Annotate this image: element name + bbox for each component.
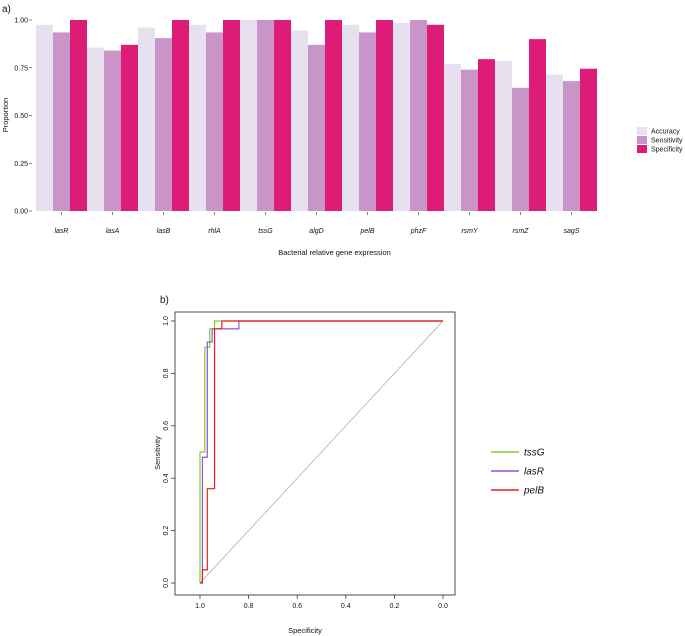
bar-sensitivity-sagS bbox=[563, 81, 580, 212]
roc-curves bbox=[199, 320, 443, 584]
bar-accuracy-phzF bbox=[393, 22, 410, 211]
bar-y-tick-label: 0.00 bbox=[14, 209, 28, 216]
legend-label-sensitivity: Sensitivity bbox=[651, 138, 683, 145]
category-label-lasR: lasR bbox=[54, 228, 68, 235]
bar-specificity-pelB bbox=[376, 20, 393, 211]
bar-specificity-lasA bbox=[121, 44, 138, 211]
roc-legend-label-tssG: tssG bbox=[524, 448, 545, 459]
bar-accuracy-rsmZ bbox=[495, 61, 512, 211]
bar-sensitivity-phzF bbox=[410, 20, 427, 211]
bar-y-tick-label: 0.25 bbox=[14, 161, 28, 168]
category-label-rsmZ: rsmZ bbox=[513, 228, 530, 235]
bar-y-tick-label: 0.75 bbox=[14, 65, 28, 72]
bar-specificity-lasR bbox=[70, 20, 87, 211]
bar-sensitivity-tssG bbox=[257, 20, 274, 211]
bar-y-tick-label: 1.00 bbox=[14, 18, 28, 25]
legend-label-specificity: Specificity bbox=[651, 147, 683, 154]
roc-curve-pelB bbox=[200, 320, 443, 584]
bar-specificity-rsmY bbox=[478, 59, 495, 211]
bar-chart-bars bbox=[36, 20, 597, 212]
bar-specificity-rsmZ bbox=[529, 39, 546, 211]
roc-x-ticks: 1.0 0.8 0.6 0.4 0.2 0.0 bbox=[195, 595, 448, 610]
bar-accuracy-pelB bbox=[342, 24, 359, 212]
bar-specificity-lasB bbox=[172, 20, 189, 211]
roc-x-tick-label: 0.8 bbox=[244, 603, 254, 610]
bar-chart-category-labels: lasR lasA lasB rhlA tssG algD pelB phzF rsmY rsmZ… bbox=[54, 212, 580, 235]
legend-swatch-accuracy bbox=[637, 127, 647, 135]
roc-plot-frame bbox=[174, 311, 456, 596]
category-label-rsmY: rsmY bbox=[461, 228, 479, 235]
category-label-pelB: pelB bbox=[359, 228, 374, 235]
category-label-sagS: sagS bbox=[564, 228, 580, 235]
bar-chart-y-axis-title: Proportion bbox=[1, 98, 10, 133]
category-label-phzF: phzF bbox=[410, 228, 427, 235]
bar-accuracy-algD bbox=[291, 30, 308, 211]
bar-accuracy-rhlA bbox=[189, 24, 206, 212]
roc-x-tick-label: 0.4 bbox=[341, 603, 351, 610]
bar-chart-panel: a) Proportion Bacterial relative gene ex… bbox=[1, 4, 683, 257]
roc-x-tick-label: 0.6 bbox=[292, 603, 302, 610]
bar-sensitivity-lasR bbox=[53, 32, 70, 211]
roc-x-tick-label: 0.2 bbox=[390, 603, 400, 610]
bar-sensitivity-algD bbox=[308, 44, 325, 211]
roc-x-tick-label: 0.0 bbox=[438, 603, 448, 610]
bar-chart-legend: Accuracy Sensitivity Specificity bbox=[637, 127, 683, 154]
roc-x-tick-label: 1.0 bbox=[195, 603, 205, 610]
category-label-lasB: lasB bbox=[157, 228, 171, 235]
bar-chart-x-axis-title: Bacterial relative gene expression bbox=[278, 248, 391, 257]
bar-accuracy-rsmY bbox=[444, 63, 461, 212]
legend-swatch-specificity bbox=[637, 145, 647, 153]
panel-label-a: a) bbox=[2, 4, 11, 15]
bar-accuracy-lasB bbox=[138, 27, 155, 211]
roc-y-tick-label: 0.0 bbox=[163, 578, 170, 588]
roc-x-axis-title: Specificity bbox=[288, 626, 322, 635]
bar-accuracy-lasA bbox=[87, 47, 104, 211]
category-label-lasA: lasA bbox=[106, 228, 120, 235]
roc-curve-tssG bbox=[199, 320, 443, 583]
roc-y-axis-title: Sensitivity bbox=[153, 436, 162, 470]
bar-chart-y-ticks: 0.00 0.25 0.50 0.75 1.00 bbox=[14, 18, 32, 216]
bar-specificity-sagS bbox=[580, 68, 597, 211]
category-label-tssG: tssG bbox=[258, 228, 273, 235]
bar-accuracy-lasR bbox=[36, 24, 53, 212]
bar-sensitivity-rsmY bbox=[461, 69, 478, 211]
roc-curve-lasR bbox=[200, 320, 443, 584]
legend-label-accuracy: Accuracy bbox=[651, 129, 680, 136]
bar-sensitivity-lasA bbox=[104, 50, 121, 212]
bar-accuracy-sagS bbox=[546, 74, 563, 211]
roc-y-tick-label: 0.8 bbox=[163, 368, 170, 378]
roc-reference-diagonal bbox=[199, 320, 444, 584]
roc-y-ticks: 0.0 0.2 0.4 0.6 0.8 1.0 bbox=[163, 316, 175, 588]
bar-sensitivity-lasB bbox=[155, 38, 172, 211]
bar-specificity-tssG bbox=[274, 20, 291, 211]
bar-sensitivity-pelB bbox=[359, 32, 376, 211]
bar-specificity-phzF bbox=[427, 24, 444, 212]
bar-accuracy-tssG bbox=[240, 20, 257, 211]
roc-chart-panel: b) 0.00.20.40.60.81.0 1.0 0.8 0.6 0.4 0.2 0.0… bbox=[153, 295, 545, 635]
roc-y-tick-label: 0.6 bbox=[163, 421, 170, 431]
roc-legend: tssG lasR pelB bbox=[491, 448, 545, 497]
category-label-algD: algD bbox=[309, 228, 323, 235]
roc-y-tick-label: 0.2 bbox=[163, 526, 170, 536]
bar-sensitivity-rhlA bbox=[206, 32, 223, 211]
panel-label-b: b) bbox=[160, 295, 169, 306]
roc-y-tick-label: 1.0 bbox=[163, 316, 170, 326]
roc-y-tick-label: 0.4 bbox=[163, 473, 170, 483]
category-label-rhlA: rhlA bbox=[208, 228, 221, 235]
roc-legend-label-pelB: pelB bbox=[523, 486, 544, 497]
legend-swatch-sensitivity bbox=[637, 136, 647, 144]
roc-legend-label-lasR: lasR bbox=[524, 467, 544, 478]
bar-y-tick-label: 0.50 bbox=[14, 113, 28, 120]
bar-specificity-algD bbox=[325, 20, 342, 211]
bar-specificity-rhlA bbox=[223, 20, 240, 211]
bar-sensitivity-rsmZ bbox=[512, 87, 529, 211]
